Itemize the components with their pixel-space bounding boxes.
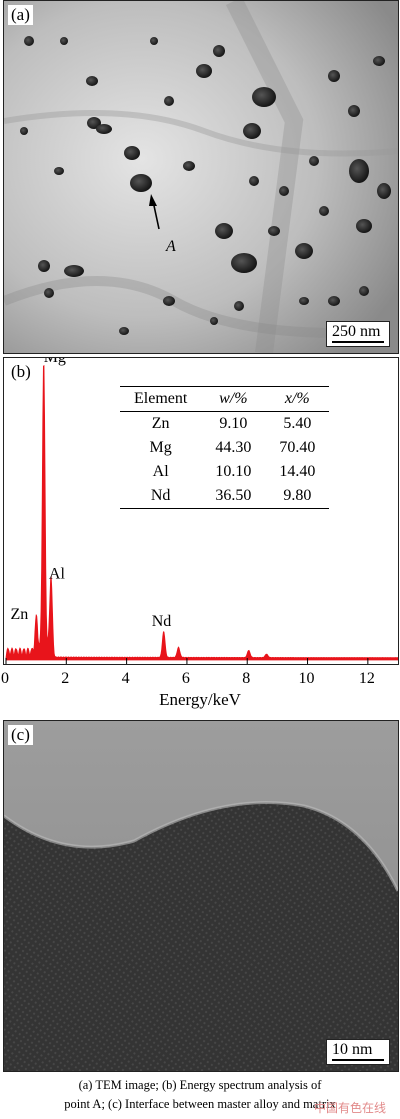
scale-bar-line xyxy=(332,1059,384,1061)
x-tick-label: 0 xyxy=(1,670,9,687)
header-x: x/% xyxy=(284,390,310,407)
tem-image: A xyxy=(4,1,398,353)
precipitate-particle xyxy=(210,317,218,325)
precipitate-particle xyxy=(213,45,225,57)
x-tick-label: 4 xyxy=(121,670,130,687)
precipitate-particle xyxy=(86,76,98,86)
precipitate-particle xyxy=(295,243,313,259)
tem-image-panel: A (a) 250 nm xyxy=(3,0,399,354)
scale-bar-line xyxy=(332,341,384,343)
eds-spectrum: Mg Al Zn Nd xyxy=(5,358,398,664)
panel-a-label: (a) xyxy=(8,5,33,25)
x-tick-label: 8 xyxy=(242,670,251,687)
cell: 9.10 xyxy=(219,415,248,432)
spectrum-line xyxy=(5,364,398,661)
peak-label-zn: Zn xyxy=(10,606,28,623)
cell: Mg xyxy=(149,439,172,456)
point-a-label: A xyxy=(165,238,176,255)
x-tick-label: 10 xyxy=(298,670,315,687)
precipitate-particle xyxy=(215,223,233,239)
precipitate-particle xyxy=(356,219,372,233)
composition-table: Element w/% x/% Zn 9.10 5.40 Mg 44.30 70.40 … xyxy=(120,386,330,509)
cell: 9.80 xyxy=(283,487,312,504)
cell: 5.40 xyxy=(283,415,312,432)
peak-label-al: Al xyxy=(49,566,66,583)
precipitate-particle xyxy=(377,183,391,199)
scale-bar-c: 10 nm xyxy=(326,1039,390,1065)
precipitate-particle xyxy=(196,64,212,78)
precipitate-particle xyxy=(164,96,174,106)
precipitate-particles xyxy=(20,36,391,335)
cell: Al xyxy=(152,463,169,480)
table-row: Zn 9.10 5.40 xyxy=(120,412,329,437)
peak-label-mg: Mg xyxy=(44,358,66,366)
x-tick-label: 6 xyxy=(181,670,190,687)
precipitate-particle xyxy=(373,56,385,66)
precipitate-particle xyxy=(231,253,257,273)
x-tick-label: 12 xyxy=(358,670,375,687)
table-row: Mg 44.30 70.40 xyxy=(120,436,329,460)
panel-b-label: (b) xyxy=(11,362,31,381)
precipitate-particle xyxy=(44,288,54,298)
precipitate-particle xyxy=(328,296,340,306)
cell: Zn xyxy=(151,415,170,432)
cell: 14.40 xyxy=(279,463,316,480)
table-header-row: Element w/% x/% xyxy=(120,386,330,412)
precipitate-particle xyxy=(64,265,84,277)
precipitate-particle xyxy=(60,37,68,45)
scale-bar-a: 250 nm xyxy=(326,321,390,347)
cell: 10.10 xyxy=(215,463,252,480)
precipitate-particle xyxy=(183,161,195,171)
precipitate-particle xyxy=(299,297,309,305)
precipitate-particle xyxy=(38,260,50,272)
precipitate-particle xyxy=(359,286,369,296)
precipitate-particle xyxy=(124,146,140,160)
hrtem-image xyxy=(4,721,398,1071)
precipitate-particle xyxy=(54,167,64,175)
cell: 70.40 xyxy=(279,439,316,456)
caption-line-2: point A; (c) Interface between master al… xyxy=(64,1097,336,1111)
precipitate-particle xyxy=(268,226,280,236)
x-tick-label: 2 xyxy=(61,670,70,687)
caption-line-1: (a) TEM image; (b) Energy spectrum analy… xyxy=(78,1078,322,1092)
precipitate-particle xyxy=(252,87,276,107)
precipitate-particle xyxy=(130,174,152,192)
precipitate-particle xyxy=(328,70,340,82)
scale-text-c: 10 nm xyxy=(332,1041,373,1058)
header-element: Element xyxy=(134,390,188,407)
hrtem-image-panel: (c) 10 nm xyxy=(3,720,399,1072)
eds-panel: (b) Element w/% x/% Zn 9.10 5.40 Mg 44.30 70… xyxy=(3,357,399,665)
precipitate-particle xyxy=(349,159,369,183)
figure-caption: (a) TEM image; (b) Energy spectrum analy… xyxy=(0,1076,400,1114)
scale-text-a: 250 nm xyxy=(332,323,381,340)
precipitate-particle xyxy=(279,186,289,196)
peak-label-nd: Nd xyxy=(152,613,172,630)
cell: Nd xyxy=(150,487,171,504)
precipitate-particle xyxy=(87,117,101,129)
precipitate-particle xyxy=(20,127,28,135)
precipitate-particle xyxy=(319,206,329,216)
cell: 36.50 xyxy=(215,487,252,504)
precipitate-particle xyxy=(119,327,129,335)
x-axis-label: Energy/keV xyxy=(159,690,241,709)
table-row: Nd 36.50 9.80 xyxy=(120,484,330,509)
precipitate-particle xyxy=(150,37,158,45)
precipitate-particle xyxy=(249,176,259,186)
panel-c-label: (c) xyxy=(8,725,33,745)
precipitate-particle xyxy=(309,156,319,166)
table-row: Al 10.10 14.40 xyxy=(120,460,329,484)
precipitate-particle xyxy=(24,36,34,46)
precipitate-particle xyxy=(243,123,261,139)
precipitate-particle xyxy=(163,296,175,306)
watermark: 中国有色在线 xyxy=(313,1101,386,1115)
header-w: w/% xyxy=(219,390,248,407)
precipitate-particle xyxy=(234,301,244,311)
cell: 44.30 xyxy=(215,439,252,456)
precipitate-particle xyxy=(96,124,112,134)
precipitate-particle xyxy=(348,105,360,117)
